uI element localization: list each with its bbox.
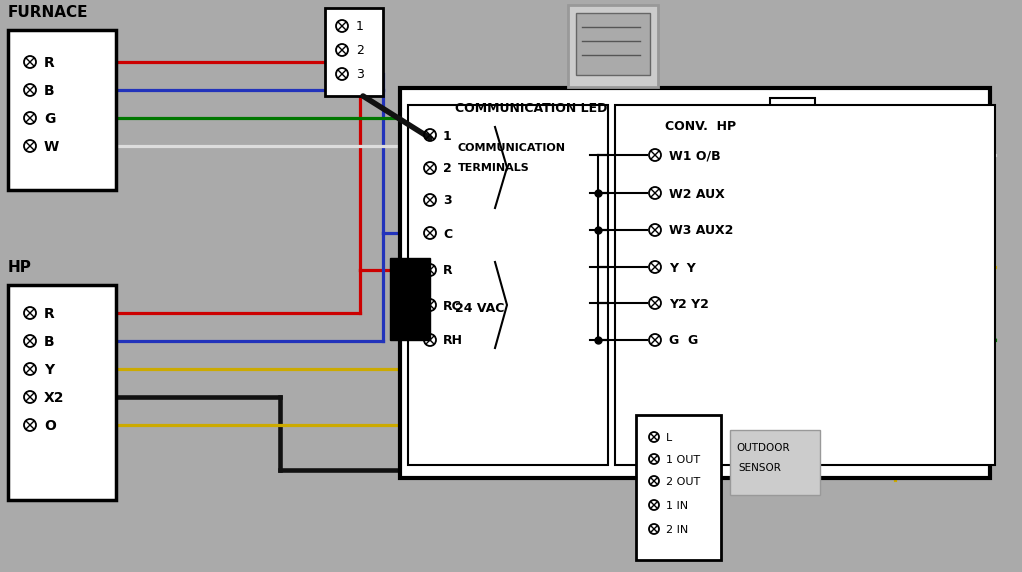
Text: L: L bbox=[666, 433, 672, 443]
Text: W: W bbox=[44, 140, 59, 154]
Bar bbox=[576, 13, 650, 75]
Text: COMMUNICATION LED: COMMUNICATION LED bbox=[455, 101, 607, 114]
Text: W1 O/B: W1 O/B bbox=[669, 149, 721, 162]
Text: SENSOR: SENSOR bbox=[738, 463, 781, 473]
Text: FURNACE: FURNACE bbox=[8, 5, 89, 20]
Text: B: B bbox=[44, 84, 54, 98]
Text: R: R bbox=[44, 56, 55, 70]
Text: 1: 1 bbox=[443, 129, 452, 142]
Bar bbox=[400, 88, 990, 478]
Text: 2: 2 bbox=[443, 162, 452, 176]
Bar bbox=[615, 105, 995, 465]
Text: TERMINALS: TERMINALS bbox=[458, 163, 529, 173]
Text: COMMUNICATION: COMMUNICATION bbox=[458, 143, 566, 153]
Text: G  G: G G bbox=[669, 335, 698, 348]
Text: W3 AUX2: W3 AUX2 bbox=[669, 224, 734, 237]
Bar bbox=[568, 5, 658, 87]
Text: R: R bbox=[44, 307, 55, 321]
Bar bbox=[8, 285, 117, 500]
Text: 3: 3 bbox=[356, 69, 364, 81]
Text: 3: 3 bbox=[443, 194, 452, 208]
Bar bbox=[390, 258, 430, 340]
Bar bbox=[730, 430, 820, 495]
Text: C: C bbox=[443, 228, 452, 240]
Text: OUTDOOR: OUTDOOR bbox=[736, 443, 790, 453]
Text: Y2 Y2: Y2 Y2 bbox=[669, 297, 709, 311]
Text: G: G bbox=[44, 112, 55, 126]
Bar bbox=[325, 8, 383, 96]
Text: Y: Y bbox=[44, 363, 54, 377]
Text: 1 OUT: 1 OUT bbox=[666, 455, 700, 465]
Text: 2: 2 bbox=[356, 45, 364, 58]
Bar bbox=[636, 415, 721, 560]
Text: W2 AUX: W2 AUX bbox=[669, 188, 725, 201]
Text: 2 OUT: 2 OUT bbox=[666, 477, 700, 487]
Text: HP: HP bbox=[8, 260, 32, 275]
Text: B: B bbox=[44, 335, 54, 349]
Bar bbox=[770, 98, 815, 118]
Text: CONV.  HP: CONV. HP bbox=[665, 121, 736, 133]
Text: 2 IN: 2 IN bbox=[666, 525, 688, 535]
Text: X2: X2 bbox=[44, 391, 64, 405]
Text: Y  Y: Y Y bbox=[669, 261, 696, 275]
Text: RC: RC bbox=[443, 300, 462, 312]
Bar bbox=[408, 105, 608, 465]
Text: O: O bbox=[44, 419, 56, 433]
Bar bbox=[8, 30, 117, 190]
Text: 24 VAC: 24 VAC bbox=[455, 301, 505, 315]
Text: R: R bbox=[443, 264, 453, 277]
Text: 1: 1 bbox=[356, 21, 364, 34]
Text: RH: RH bbox=[443, 335, 463, 348]
Text: 1 IN: 1 IN bbox=[666, 501, 688, 511]
